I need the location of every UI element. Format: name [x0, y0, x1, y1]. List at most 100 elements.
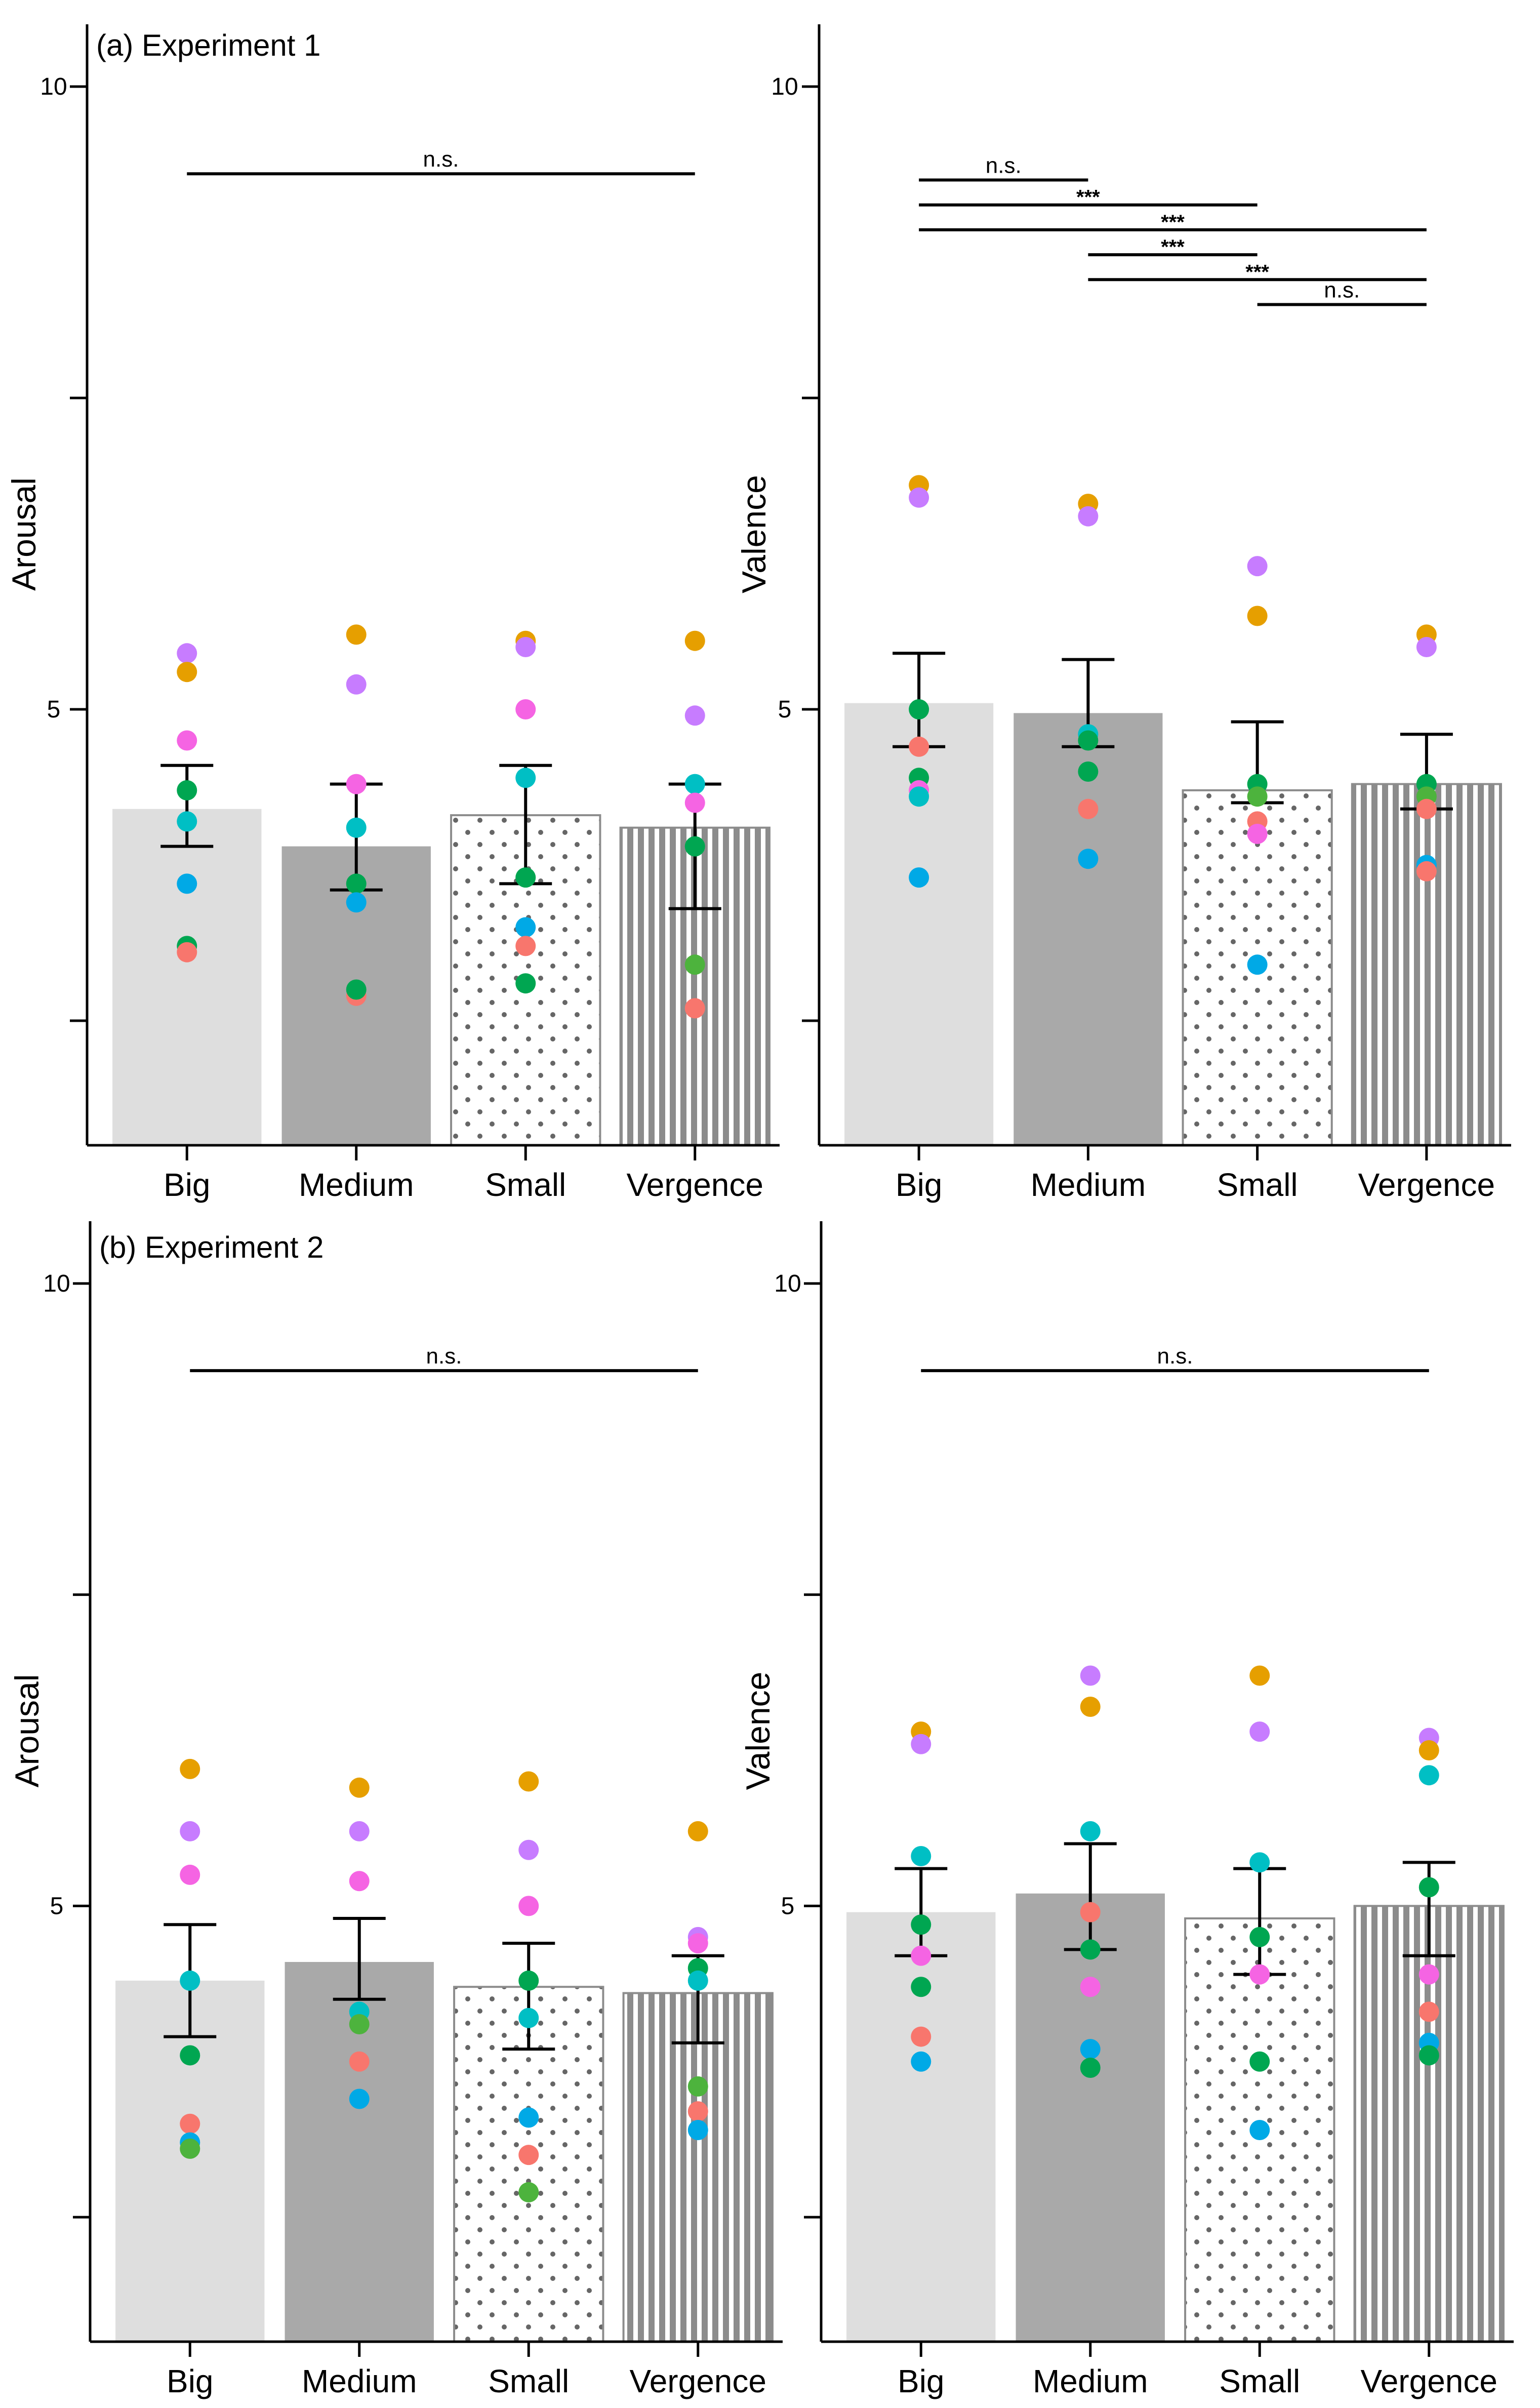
data-point [1247, 954, 1268, 975]
data-point [346, 979, 367, 1000]
data-point [1249, 1852, 1270, 1873]
data-point [1078, 730, 1099, 751]
data-point [177, 873, 197, 894]
data-point [177, 662, 197, 683]
data-point [518, 1771, 539, 1792]
x-tick-label-vergence: Vergence [630, 2363, 766, 2399]
data-point [180, 1864, 200, 1885]
data-point [1080, 1821, 1101, 1841]
significance-label: *** [1076, 186, 1100, 209]
data-point [1078, 849, 1099, 869]
data-point [180, 1970, 200, 1991]
x-tick-label-big: Big [896, 1167, 943, 1203]
data-point [349, 1777, 370, 1798]
data-point [1247, 606, 1268, 626]
data-point [180, 2113, 200, 2134]
data-point [1080, 2039, 1101, 2060]
data-point [515, 973, 536, 994]
y-axis-label: Arousal [8, 1674, 46, 1788]
significance-label: n.s. [1157, 1344, 1193, 1369]
panel-3: 10 5 Big Medium Small Vergence Valence n.s. [739, 1221, 1514, 2399]
panel-2: 10 5 Big Medium Small Vergence Arousal (b) Expe… [8, 1221, 783, 2399]
panel-title: (a) Experiment 1 [96, 28, 321, 62]
data-point [687, 2119, 708, 2140]
data-point [515, 936, 536, 956]
x-tick-label-medium: Medium [302, 2363, 417, 2399]
data-point [177, 643, 197, 664]
data-point [1249, 2051, 1270, 2072]
y-tick-label: 5 [778, 696, 792, 723]
data-point [911, 2051, 931, 2072]
y-axis-label: Arousal [5, 477, 43, 591]
data-point [684, 998, 705, 1019]
data-point [1416, 798, 1437, 819]
data-point [515, 917, 536, 938]
data-point [518, 2107, 539, 2128]
significance-label: n.s. [423, 147, 459, 172]
bar-big [846, 1912, 996, 2342]
data-point [687, 1933, 708, 1954]
data-point [180, 2045, 200, 2066]
data-point [911, 1977, 931, 1997]
x-tick-label-small: Small [488, 2363, 569, 2399]
bar-big [112, 809, 262, 1145]
bar-vergence [622, 1992, 774, 2343]
x-tick-label-medium: Medium [299, 1167, 414, 1203]
data-point [1247, 556, 1268, 577]
data-point [1419, 1964, 1439, 1985]
x-tick-label-small: Small [1219, 2363, 1300, 2399]
data-point [684, 630, 705, 651]
y-tick-label: 5 [47, 696, 61, 723]
data-point [1080, 1665, 1101, 1686]
error-bar-small [502, 1942, 555, 2051]
data-point [1247, 824, 1268, 844]
y-axis-label: Valence [739, 1672, 777, 1790]
data-point [349, 1871, 370, 1892]
significance-label: *** [1161, 211, 1185, 233]
data-point [1080, 1902, 1101, 1922]
data-point [515, 699, 536, 719]
data-point [518, 1896, 539, 1916]
data-point [349, 2051, 370, 2072]
y-axis-label: Valence [735, 475, 773, 593]
data-point [687, 1821, 708, 1841]
data-point [346, 774, 367, 794]
data-point [349, 2014, 370, 2034]
data-point [518, 1970, 539, 1991]
error-bar-medium [333, 1916, 386, 2001]
bar-medium [1016, 1893, 1165, 2342]
data-point [346, 624, 367, 645]
x-tick-label-big: Big [164, 1167, 211, 1203]
y-tick-label: 10 [40, 73, 67, 100]
data-point [1078, 506, 1099, 527]
data-point [346, 892, 367, 913]
data-point [1249, 1721, 1270, 1742]
panel-title: (b) Experiment 2 [99, 1230, 324, 1264]
bar-medium [1014, 713, 1163, 1145]
data-point [515, 768, 536, 788]
x-tick-label-small: Small [1217, 1167, 1298, 1203]
data-point [1419, 1765, 1439, 1786]
x-tick-label-big: Big [167, 2363, 214, 2399]
data-point [684, 705, 705, 726]
y-tick-label: 10 [771, 73, 798, 100]
data-point [1416, 861, 1437, 881]
significance-label: *** [1245, 261, 1269, 283]
y-tick-label: 5 [50, 1893, 64, 1919]
x-tick-label-big: Big [898, 2363, 945, 2399]
data-point [1419, 2001, 1439, 2022]
data-point [687, 2076, 708, 2097]
data-point [518, 1839, 539, 1860]
data-point [1419, 1740, 1439, 1761]
data-point [1078, 798, 1099, 819]
data-point [911, 2026, 931, 2047]
data-point [346, 873, 367, 894]
data-point [177, 780, 197, 800]
y-tick-label: 10 [43, 1270, 70, 1297]
y-tick-label: 10 [774, 1270, 801, 1297]
data-point [349, 1821, 370, 1841]
data-point [911, 1914, 931, 1935]
data-point [180, 2138, 200, 2159]
data-point [684, 836, 705, 857]
data-point [518, 2145, 539, 2165]
